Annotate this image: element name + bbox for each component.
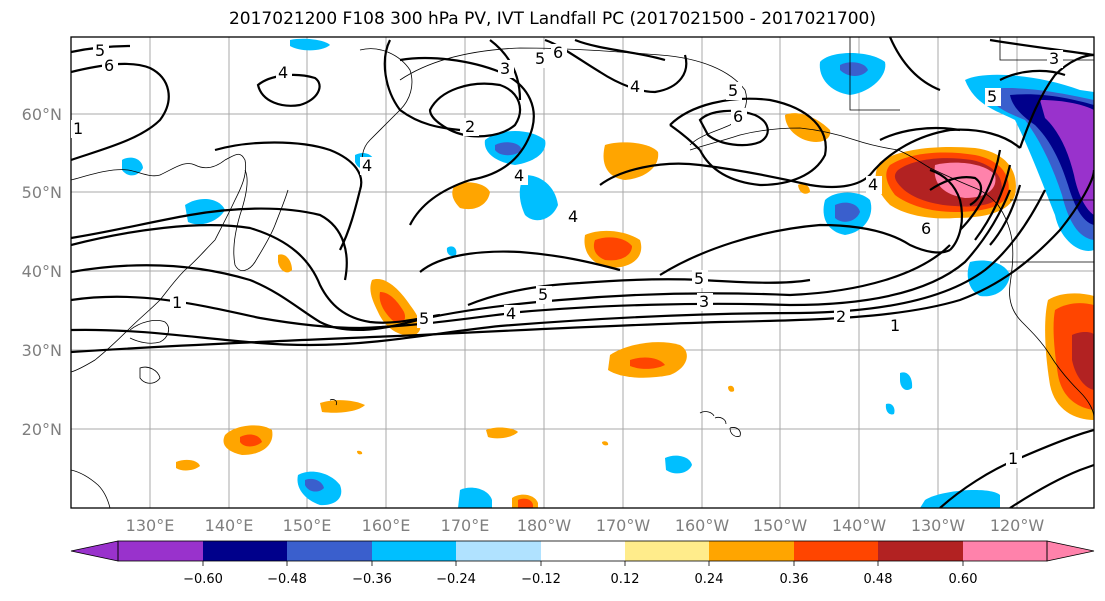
colorbar-tick-label: −0.48: [267, 572, 307, 587]
colorbar-segment: [709, 541, 794, 561]
contour-label: 1: [1008, 449, 1018, 468]
colorbar-ticks: [202, 561, 964, 566]
colorbar-segment: [963, 541, 1047, 561]
colorbar-tick-label: −0.36: [352, 572, 392, 587]
lon-label: 130°E: [126, 516, 175, 535]
lat-label: 20°N: [22, 420, 62, 439]
colorbar-segment: [878, 541, 963, 561]
contour-label: 1: [172, 293, 182, 312]
contour-label: 3: [1049, 49, 1059, 68]
map-title: 2017021200 F108 300 hPa PV, IVT Landfall…: [228, 9, 876, 29]
contour-label: 2: [465, 117, 475, 136]
colorbar-segment: [794, 541, 878, 561]
contour-label: 6: [104, 56, 114, 75]
contour-label: 1: [890, 316, 900, 335]
map-frame: [70, 36, 1095, 509]
lat-label: 30°N: [22, 341, 62, 360]
shading-negative: [122, 38, 1094, 508]
contour-label: 4: [868, 175, 878, 194]
colorbar-segment: [625, 541, 709, 561]
lon-label: 150°E: [283, 516, 332, 535]
contour-label: 6: [733, 107, 743, 126]
lon-label: 120°W: [990, 516, 1045, 535]
contour-label: 5: [728, 81, 738, 100]
colorbar-segment: [203, 541, 287, 561]
contour-label: 5: [694, 269, 704, 288]
contour-label: 5: [538, 285, 548, 304]
lon-label: 140°W: [832, 516, 887, 535]
lat-label: 50°N: [22, 183, 62, 202]
lat-label: 60°N: [22, 105, 62, 124]
contour-label: 5: [987, 87, 997, 106]
latitude-labels: 60°N 50°N 40°N 30°N 20°N: [22, 105, 62, 439]
colorbar-tick-label: 0.24: [695, 572, 724, 587]
lon-label: 170°E: [441, 516, 490, 535]
contour-label: 4: [630, 77, 640, 96]
contour-label: 4: [514, 166, 524, 185]
colorbar-tick-label: −0.24: [436, 572, 476, 587]
lon-label: 140°E: [205, 516, 254, 535]
lon-label: 160°W: [675, 516, 730, 535]
contour-label: 4: [506, 304, 516, 323]
contour-label: 5: [535, 49, 545, 68]
contour-label: 3: [699, 292, 709, 311]
coastlines: [71, 37, 1094, 508]
lat-label: 40°N: [22, 262, 62, 281]
colorbar-tick-label: 0.60: [949, 572, 978, 587]
colorbar-tick-label: 0.48: [864, 572, 893, 587]
lon-label: 180°W: [517, 516, 572, 535]
gridlines: [71, 37, 1094, 508]
colorbar-tick-label: −0.12: [521, 572, 561, 587]
colorbar-extend-high: [1046, 540, 1095, 562]
contour-label: 3: [500, 59, 510, 78]
contour-label: 4: [568, 207, 578, 226]
contour-label: 5: [95, 41, 105, 60]
contour-label: 1: [73, 119, 83, 138]
contour-label: 6: [553, 43, 563, 62]
lon-label: 130°W: [911, 516, 966, 535]
contour-label: 4: [362, 156, 372, 175]
colorbar-segments: [118, 541, 1047, 561]
contour-label: 6: [921, 219, 931, 238]
colorbar: −0.60 −0.48 −0.36 −0.24 −0.12 0.12 0.24 …: [70, 540, 1095, 587]
lon-label: 150°W: [753, 516, 808, 535]
colorbar-segment: [118, 541, 203, 561]
colorbar-segment: [541, 541, 625, 561]
lon-label: 170°W: [596, 516, 651, 535]
colorbar-segment: [287, 541, 372, 561]
lon-label: 160°E: [362, 516, 411, 535]
colorbar-tick-label: −0.60: [183, 572, 223, 587]
longitude-labels: 130°E 140°E 150°E 160°E 170°E 180°W 170°…: [126, 516, 1045, 535]
colorbar-tick-label: 0.12: [611, 572, 640, 587]
contour-label: 5: [419, 309, 429, 328]
colorbar-segment: [372, 541, 456, 561]
colorbar-tick-label: 0.36: [780, 572, 809, 587]
contour-label: 4: [278, 63, 288, 82]
contour-label: 2: [836, 307, 846, 326]
colorbar-extend-low: [70, 540, 119, 562]
contour-labels: 5 6 4 6 3 5 4 2 5 6 1 4 4 5 3 4 6 4 5: [71, 41, 1063, 468]
colorbar-segment: [456, 541, 541, 561]
